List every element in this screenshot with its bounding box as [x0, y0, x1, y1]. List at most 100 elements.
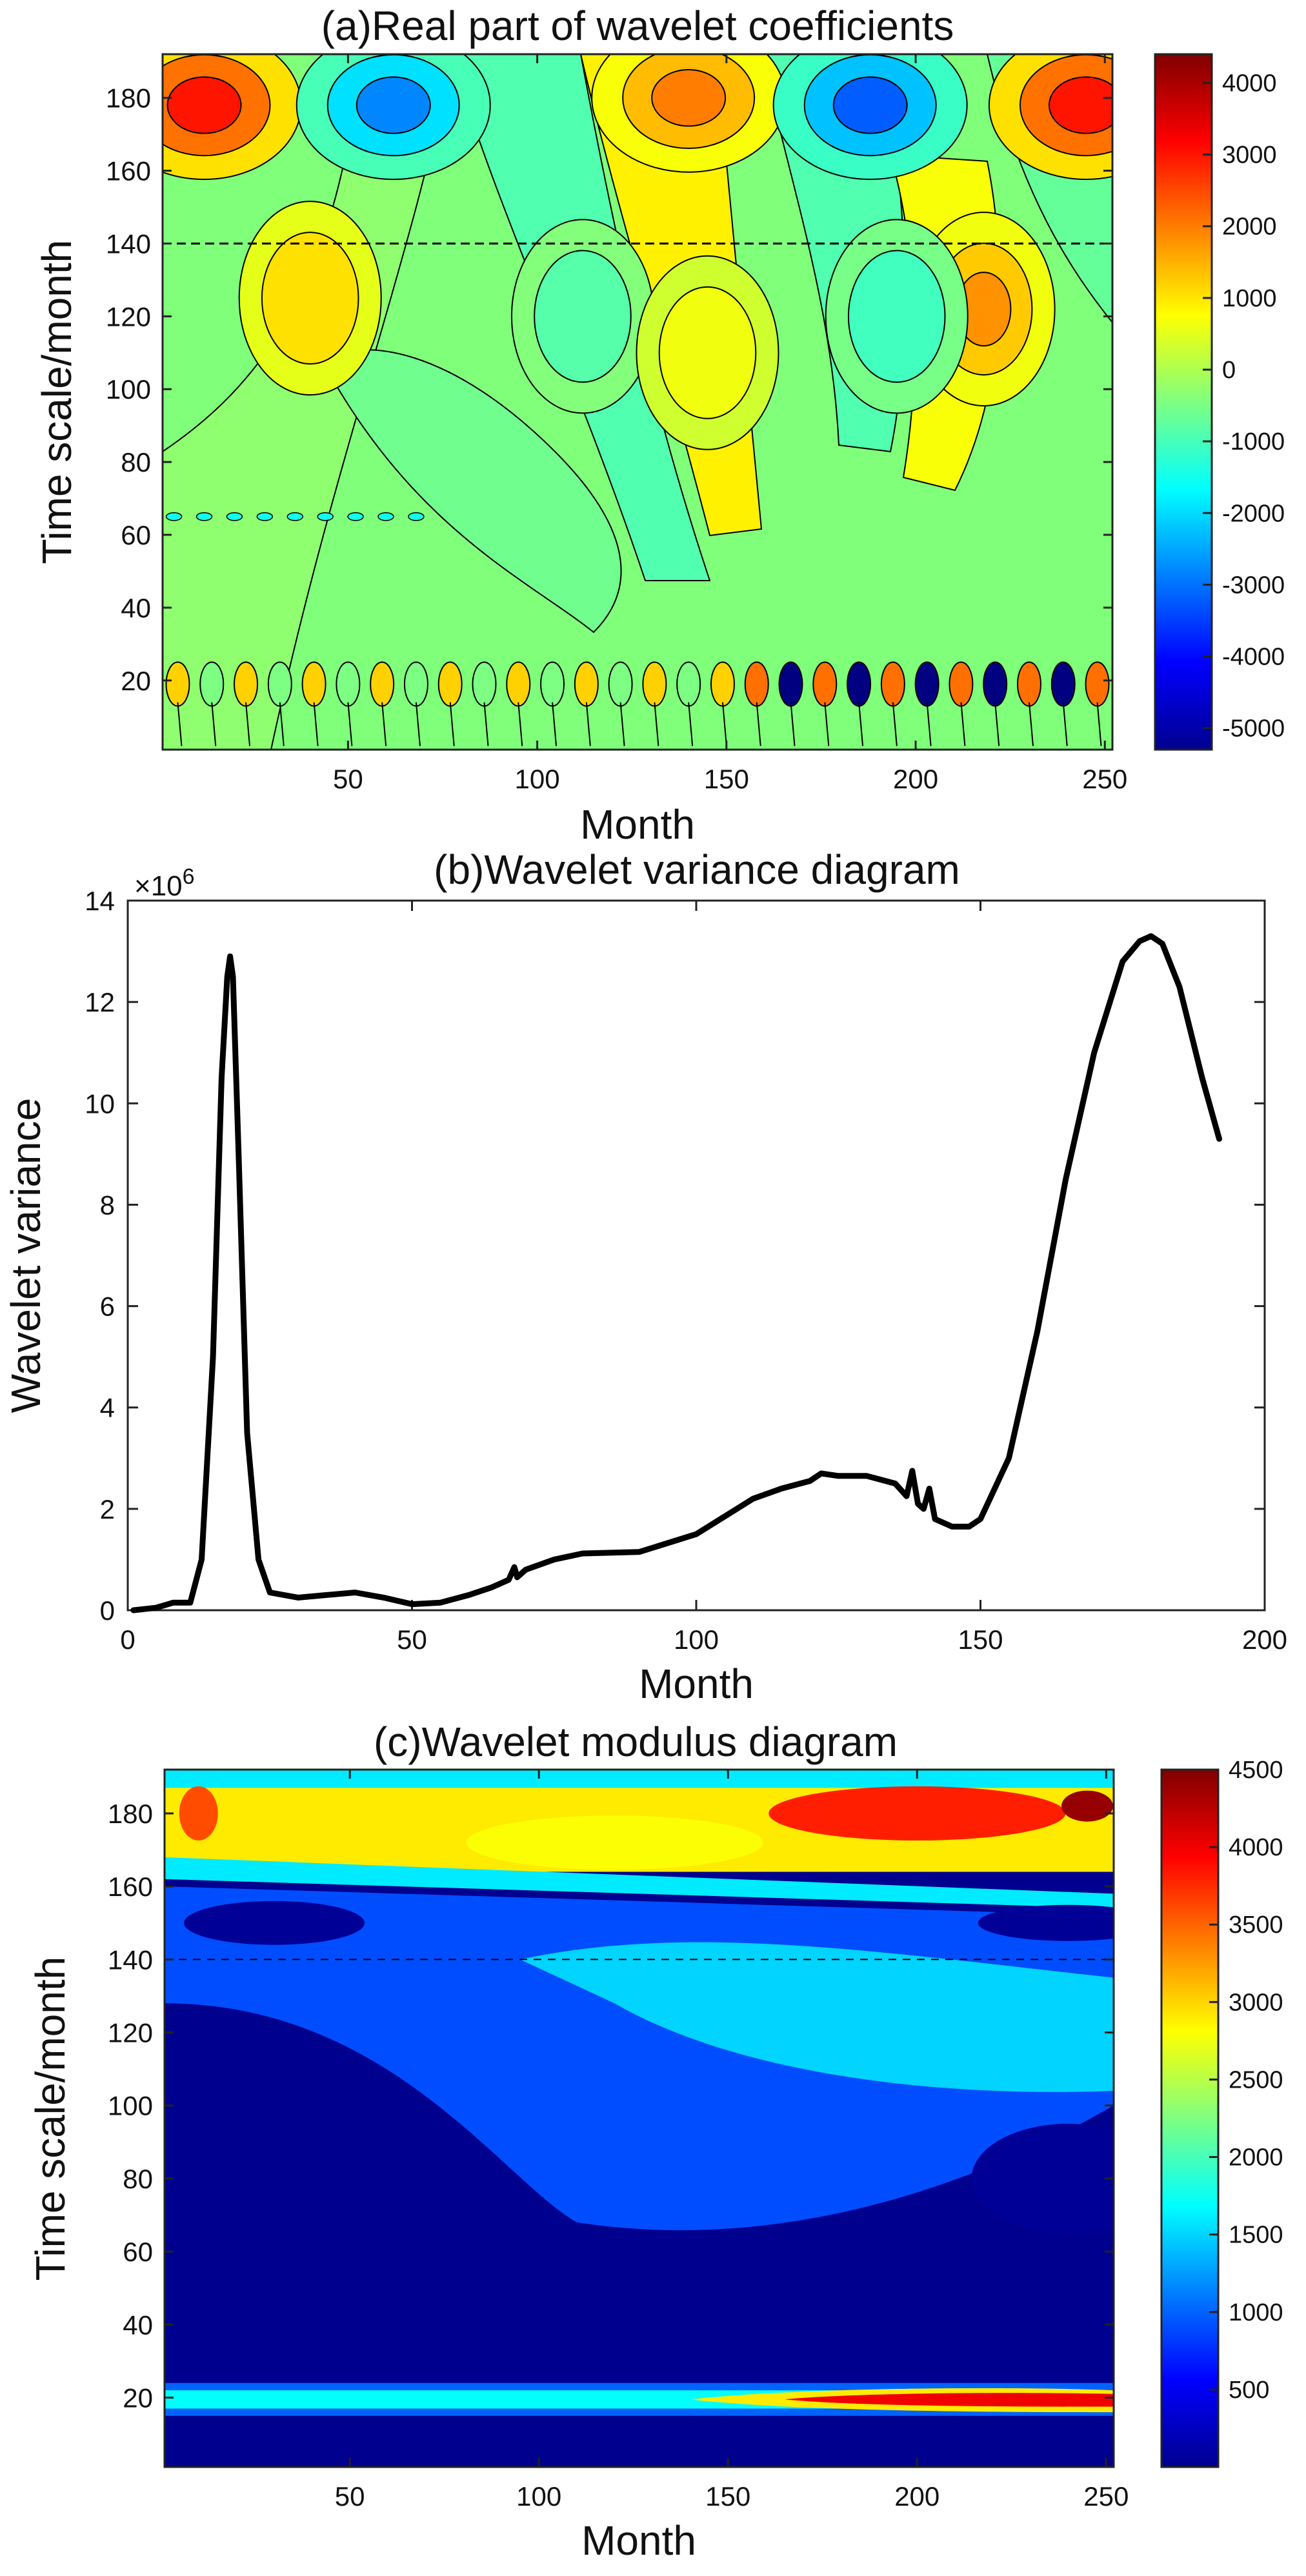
y-tick-label: 80	[123, 2164, 153, 2194]
oscillation-cell	[336, 661, 361, 707]
y-tick-label: 40	[121, 593, 151, 623]
contour-cell	[226, 512, 243, 521]
panel-a-heatmap	[163, 54, 1112, 750]
y-tick-label: 160	[108, 1872, 153, 1902]
y-tick-label: 180	[106, 83, 151, 114]
contour-cell	[196, 512, 213, 521]
contour-line	[313, 702, 319, 746]
y-tick-label: 10	[85, 1088, 115, 1119]
x-tick-label: 100	[674, 1624, 719, 1655]
colorbar-tick-label: 4500	[1229, 1757, 1283, 1784]
x-tick-label: 50	[397, 1624, 427, 1655]
contour-line	[790, 702, 796, 746]
contour-line	[892, 702, 898, 746]
y-tick-label: 100	[108, 2091, 153, 2121]
oscillation-cell	[778, 661, 803, 707]
colorbar-tick-label: 0	[1222, 357, 1236, 384]
oscillation-cell	[199, 661, 225, 707]
oscillation-cell	[234, 661, 259, 707]
contour-ring	[261, 232, 359, 365]
panel-c-ylabel: Time scale/month	[27, 1957, 74, 2281]
contour-line	[654, 702, 659, 746]
contour-core	[356, 76, 431, 134]
contour-line	[721, 702, 727, 746]
modulus-band	[785, 2393, 1114, 2407]
y-tick-label: 0	[100, 1595, 115, 1626]
contour-line	[994, 702, 1000, 746]
oscillation-cell	[370, 661, 395, 707]
contour-line	[347, 702, 353, 746]
panel-a-title: (a)Real part of wavelet coefficients	[321, 3, 954, 49]
oscillation-cell	[1050, 661, 1076, 707]
contour-line	[824, 702, 830, 746]
contour-core	[651, 69, 727, 127]
contour-line	[688, 702, 694, 746]
x-tick-label: 150	[958, 1624, 1003, 1655]
contour-line	[619, 702, 625, 746]
modulus-hotspot	[769, 1786, 1066, 1841]
oscillation-cell	[676, 661, 701, 707]
contour-cell	[347, 512, 364, 521]
oscillation-cell	[165, 661, 190, 707]
modulus-hotspot	[466, 1815, 763, 1870]
panel-b-ylabel: Wavelet variance	[3, 1098, 49, 1413]
colorbar-tick-label: -2000	[1222, 500, 1285, 527]
contour-line	[926, 702, 932, 746]
contour-line	[177, 702, 183, 746]
y-tick-label: 120	[108, 2017, 153, 2048]
colorbar-tick-label: 2000	[1229, 2144, 1283, 2172]
panel-b-exponent: ×106	[134, 864, 195, 902]
oscillation-cell	[642, 661, 667, 707]
contour-line	[211, 702, 217, 746]
panel-c-axes-box	[163, 1768, 1115, 2468]
colorbar-tick-label: -5000	[1222, 715, 1285, 743]
panel-a-xlabel: Month	[580, 801, 695, 848]
y-tick-label: 160	[106, 156, 151, 186]
y-tick-label: 180	[108, 1799, 153, 1829]
modulus-patch	[183, 1901, 365, 1945]
colorbar-tick-label: 1500	[1229, 2222, 1283, 2249]
y-tick-label: 140	[108, 1944, 153, 1975]
panel-a-ylabel: Time scale/month	[34, 240, 80, 564]
oscillation-cell	[744, 661, 769, 707]
colorbar-tick-label: -3000	[1222, 572, 1285, 599]
oscillation-cell	[437, 661, 463, 707]
colorbar-tick-label: 3500	[1229, 1912, 1283, 1939]
contour-cell	[286, 512, 304, 521]
variance-series-line	[130, 933, 1222, 1613]
oscillation-cell	[847, 661, 872, 707]
contour-line	[415, 702, 421, 746]
modulus-hotspot	[1061, 1790, 1113, 1822]
oscillation-cell	[710, 661, 735, 707]
contour-band	[321, 349, 622, 634]
panel-b-title: (b)Wavelet variance diagram	[434, 846, 960, 893]
contour-cell	[256, 512, 274, 521]
x-tick-label: 50	[335, 2481, 365, 2511]
oscillation-cell	[1085, 661, 1110, 707]
oscillation-cell	[949, 661, 974, 707]
colorbar-tick-label: 4000	[1229, 1834, 1283, 1861]
modulus-band	[519, 1942, 1114, 2092]
colorbar-tick-label: -1000	[1222, 428, 1285, 455]
contour-core	[166, 76, 242, 134]
panel-c: (c)Wavelet modulus diagram 50 100 150 200 25…	[27, 1719, 1283, 2564]
x-tick-label: 200	[893, 764, 938, 794]
y-tick-label: 40	[123, 2310, 153, 2340]
colorbar-tick-label: 2500	[1229, 2066, 1283, 2093]
modulus-patch	[971, 2123, 1114, 2233]
panel-a-colorbar	[1154, 53, 1213, 751]
modulus-band	[165, 1857, 1114, 1909]
y-tick-label: 12	[85, 987, 115, 1017]
contour-cell	[317, 512, 334, 521]
x-tick-label: 250	[1082, 764, 1127, 794]
contour-line	[585, 702, 591, 746]
y-tick-label: 100	[106, 374, 151, 404]
oscillation-cell	[914, 661, 939, 707]
oscillation-cell	[1016, 661, 1041, 707]
y-tick-label: 60	[123, 2237, 153, 2267]
contour-line	[279, 702, 285, 746]
colorbar-tick-label: 4000	[1222, 70, 1277, 97]
colorbar-tick-label: 1000	[1222, 285, 1277, 312]
x-tick-label: 100	[516, 2481, 561, 2511]
x-tick-label: 50	[333, 764, 363, 794]
